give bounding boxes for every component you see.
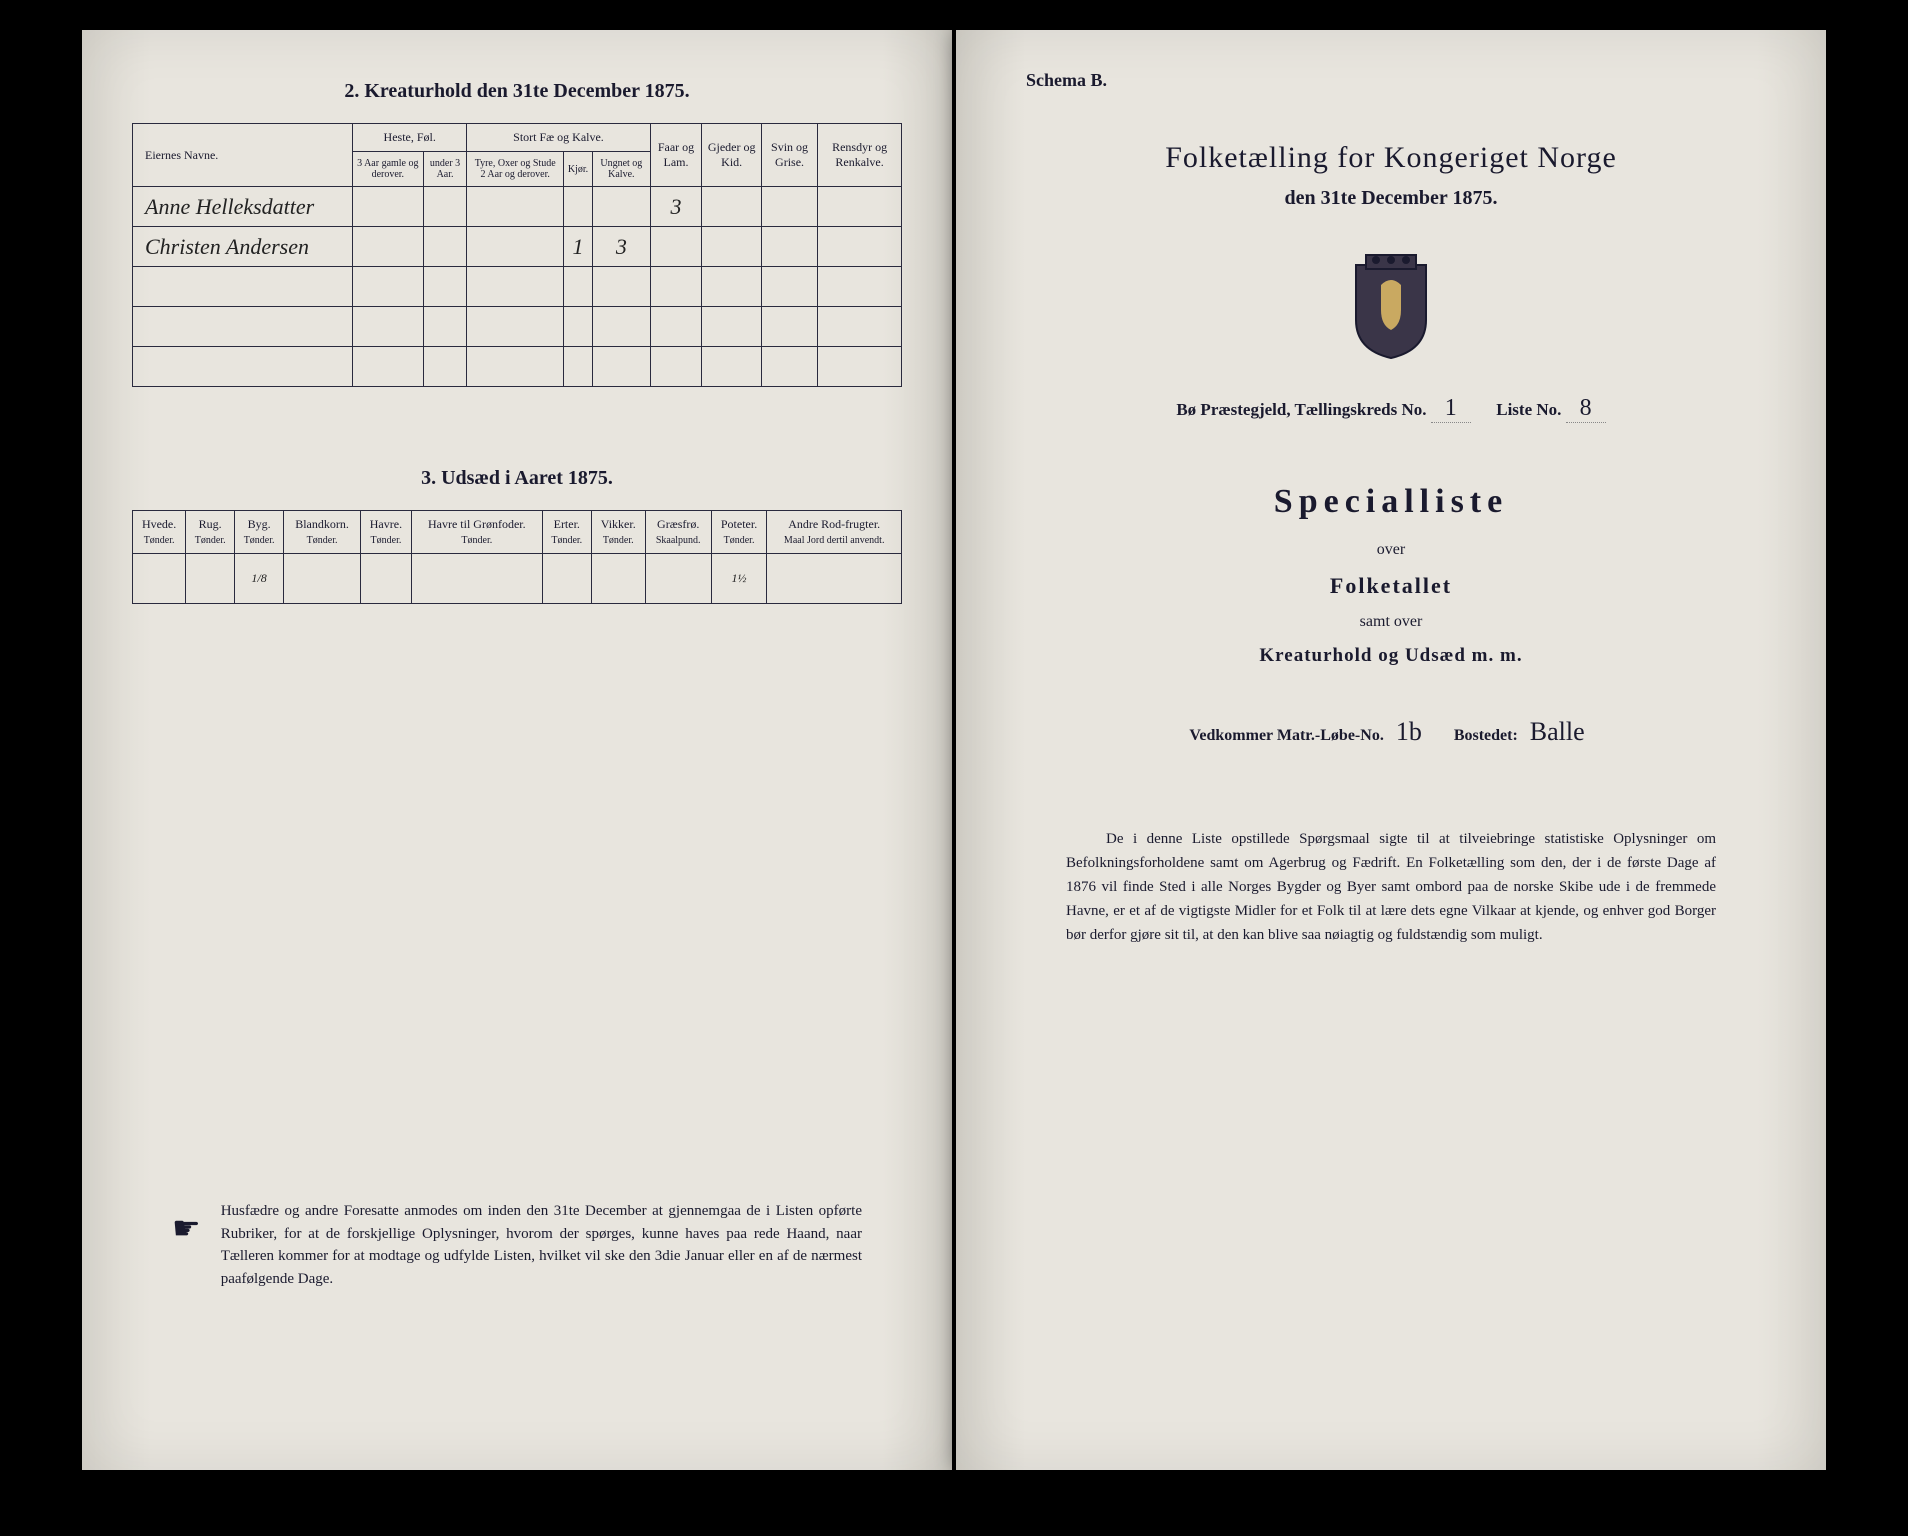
cell: 3 xyxy=(650,187,702,227)
sub-cows: Kjør. xyxy=(563,152,592,187)
col-peas: Erter.Tønder. xyxy=(542,511,591,554)
sub-bulls: Tyre, Oxer og Stude 2 Aar og derover. xyxy=(467,152,563,187)
col-other-root: Andre Rod-frugter.Maal Jord dertil anven… xyxy=(767,511,902,554)
cell xyxy=(702,187,761,227)
cell xyxy=(591,554,645,604)
cell: 3 xyxy=(593,227,650,267)
seed-table: Hvede.Tønder. Rug.Tønder. Byg.Tønder. Bl… xyxy=(132,510,902,604)
document-spread: 2. Kreaturhold den 31te December 1875. E… xyxy=(82,30,1826,1470)
over-label: over xyxy=(1006,541,1776,559)
cell xyxy=(186,554,235,604)
col-grass: Græsfrø.Skaalpund. xyxy=(645,511,711,554)
parish-line: Bø Præstegjeld, Tællingskreds No. 1 List… xyxy=(1006,395,1776,423)
col-potato: Poteter.Tønder. xyxy=(711,511,767,554)
kreatur-label: Kreaturhold og Udsæd m. m. xyxy=(1006,645,1776,667)
col-oats: Havre.Tønder. xyxy=(361,511,412,554)
cell xyxy=(361,554,412,604)
schema-label: Schema B. xyxy=(1026,70,1776,91)
main-title: Folketælling for Kongeriget Norge xyxy=(1006,141,1776,175)
liste-label: Liste No. xyxy=(1496,400,1561,419)
cell xyxy=(133,554,186,604)
bostedet-value: Balle xyxy=(1522,717,1593,747)
matr-label: Vedkommer Matr.-Løbe-No. xyxy=(1189,727,1384,744)
sub-horses-under3: under 3 Aar. xyxy=(423,152,467,187)
table-row xyxy=(133,307,902,347)
cell xyxy=(645,554,711,604)
right-footer-text: De i denne Liste opstillede Spørgsmaal s… xyxy=(1066,827,1716,947)
left-page: 2. Kreaturhold den 31te December 1875. E… xyxy=(82,30,952,1470)
col-barley: Byg.Tønder. xyxy=(235,511,284,554)
section-2-title: 2. Kreaturhold den 31te December 1875. xyxy=(132,80,902,103)
cell xyxy=(423,227,467,267)
col-cattle: Stort Fæ og Kalve. xyxy=(467,124,650,152)
section-3-title: 3. Udsæd i Aaret 1875. xyxy=(132,467,902,490)
cell xyxy=(761,187,817,227)
table-row: 1/8 1½ xyxy=(133,554,902,604)
pointing-hand-icon: ☛ xyxy=(172,1204,201,1290)
matr-no: 1b xyxy=(1388,717,1430,747)
footer-text: Husfædre og andre Foresatte anmodes om i… xyxy=(221,1200,862,1290)
cell xyxy=(467,187,563,227)
cell: 1½ xyxy=(711,554,767,604)
left-footer-note: ☛ Husfædre og andre Foresatte anmodes om… xyxy=(172,1200,862,1290)
table-row: Christen Andersen 1 3 xyxy=(133,227,902,267)
kreds-no: 1 xyxy=(1431,395,1471,423)
col-rye: Rug.Tønder. xyxy=(186,511,235,554)
col-horses: Heste, Føl. xyxy=(353,124,467,152)
col-sheep: Faar og Lam. xyxy=(650,124,702,187)
cell xyxy=(467,227,563,267)
cell xyxy=(702,227,761,267)
parish-label: Bø Præstegjeld, Tællingskreds No. xyxy=(1176,400,1426,419)
right-page: Schema B. Folketælling for Kongeriget No… xyxy=(956,30,1826,1470)
table-row: Anne Helleksdatter 3 xyxy=(133,187,902,227)
cell: 1 xyxy=(563,227,592,267)
liste-no: 8 xyxy=(1566,395,1606,423)
table-row xyxy=(133,347,902,387)
samt-label: samt over xyxy=(1006,613,1776,631)
sub-calves: Ungnet og Kalve. xyxy=(593,152,650,187)
cell xyxy=(563,187,592,227)
cell xyxy=(423,187,467,227)
cell xyxy=(411,554,542,604)
cell: 1/8 xyxy=(235,554,284,604)
col-oats-green: Havre til Grønfoder.Tønder. xyxy=(411,511,542,554)
col-goats: Gjeder og Kid. xyxy=(702,124,761,187)
specialliste-title: Specialliste xyxy=(1006,483,1776,521)
col-pigs: Svin og Grise. xyxy=(761,124,817,187)
cell xyxy=(767,554,902,604)
sub-horses-3yr: 3 Aar gamle og derover. xyxy=(353,152,424,187)
col-reindeer: Rensdyr og Renkalve. xyxy=(818,124,902,187)
cell xyxy=(353,227,424,267)
cell xyxy=(353,187,424,227)
coat-of-arms-icon xyxy=(1006,250,1776,365)
bostedet-label: Bostedet: xyxy=(1454,727,1518,744)
folketallet-label: Folketallet xyxy=(1006,573,1776,599)
col-vetch: Vikker.Tønder. xyxy=(591,511,645,554)
date-subtitle: den 31te December 1875. xyxy=(1006,187,1776,210)
col-mixed: Blandkorn.Tønder. xyxy=(284,511,361,554)
owner-name: Christen Andersen xyxy=(133,227,353,267)
cell xyxy=(593,187,650,227)
cell xyxy=(542,554,591,604)
col-wheat: Hvede.Tønder. xyxy=(133,511,186,554)
col-owner-name: Eiernes Navne. xyxy=(133,124,353,187)
cell xyxy=(818,227,902,267)
cell xyxy=(650,227,702,267)
livestock-table: Eiernes Navne. Heste, Føl. Stort Fæ og K… xyxy=(132,123,902,387)
cell xyxy=(761,227,817,267)
table-row xyxy=(133,267,902,307)
cell xyxy=(818,187,902,227)
matr-line: Vedkommer Matr.-Løbe-No. 1b Bostedet: Ba… xyxy=(1006,717,1776,747)
owner-name: Anne Helleksdatter xyxy=(133,187,353,227)
cell xyxy=(284,554,361,604)
